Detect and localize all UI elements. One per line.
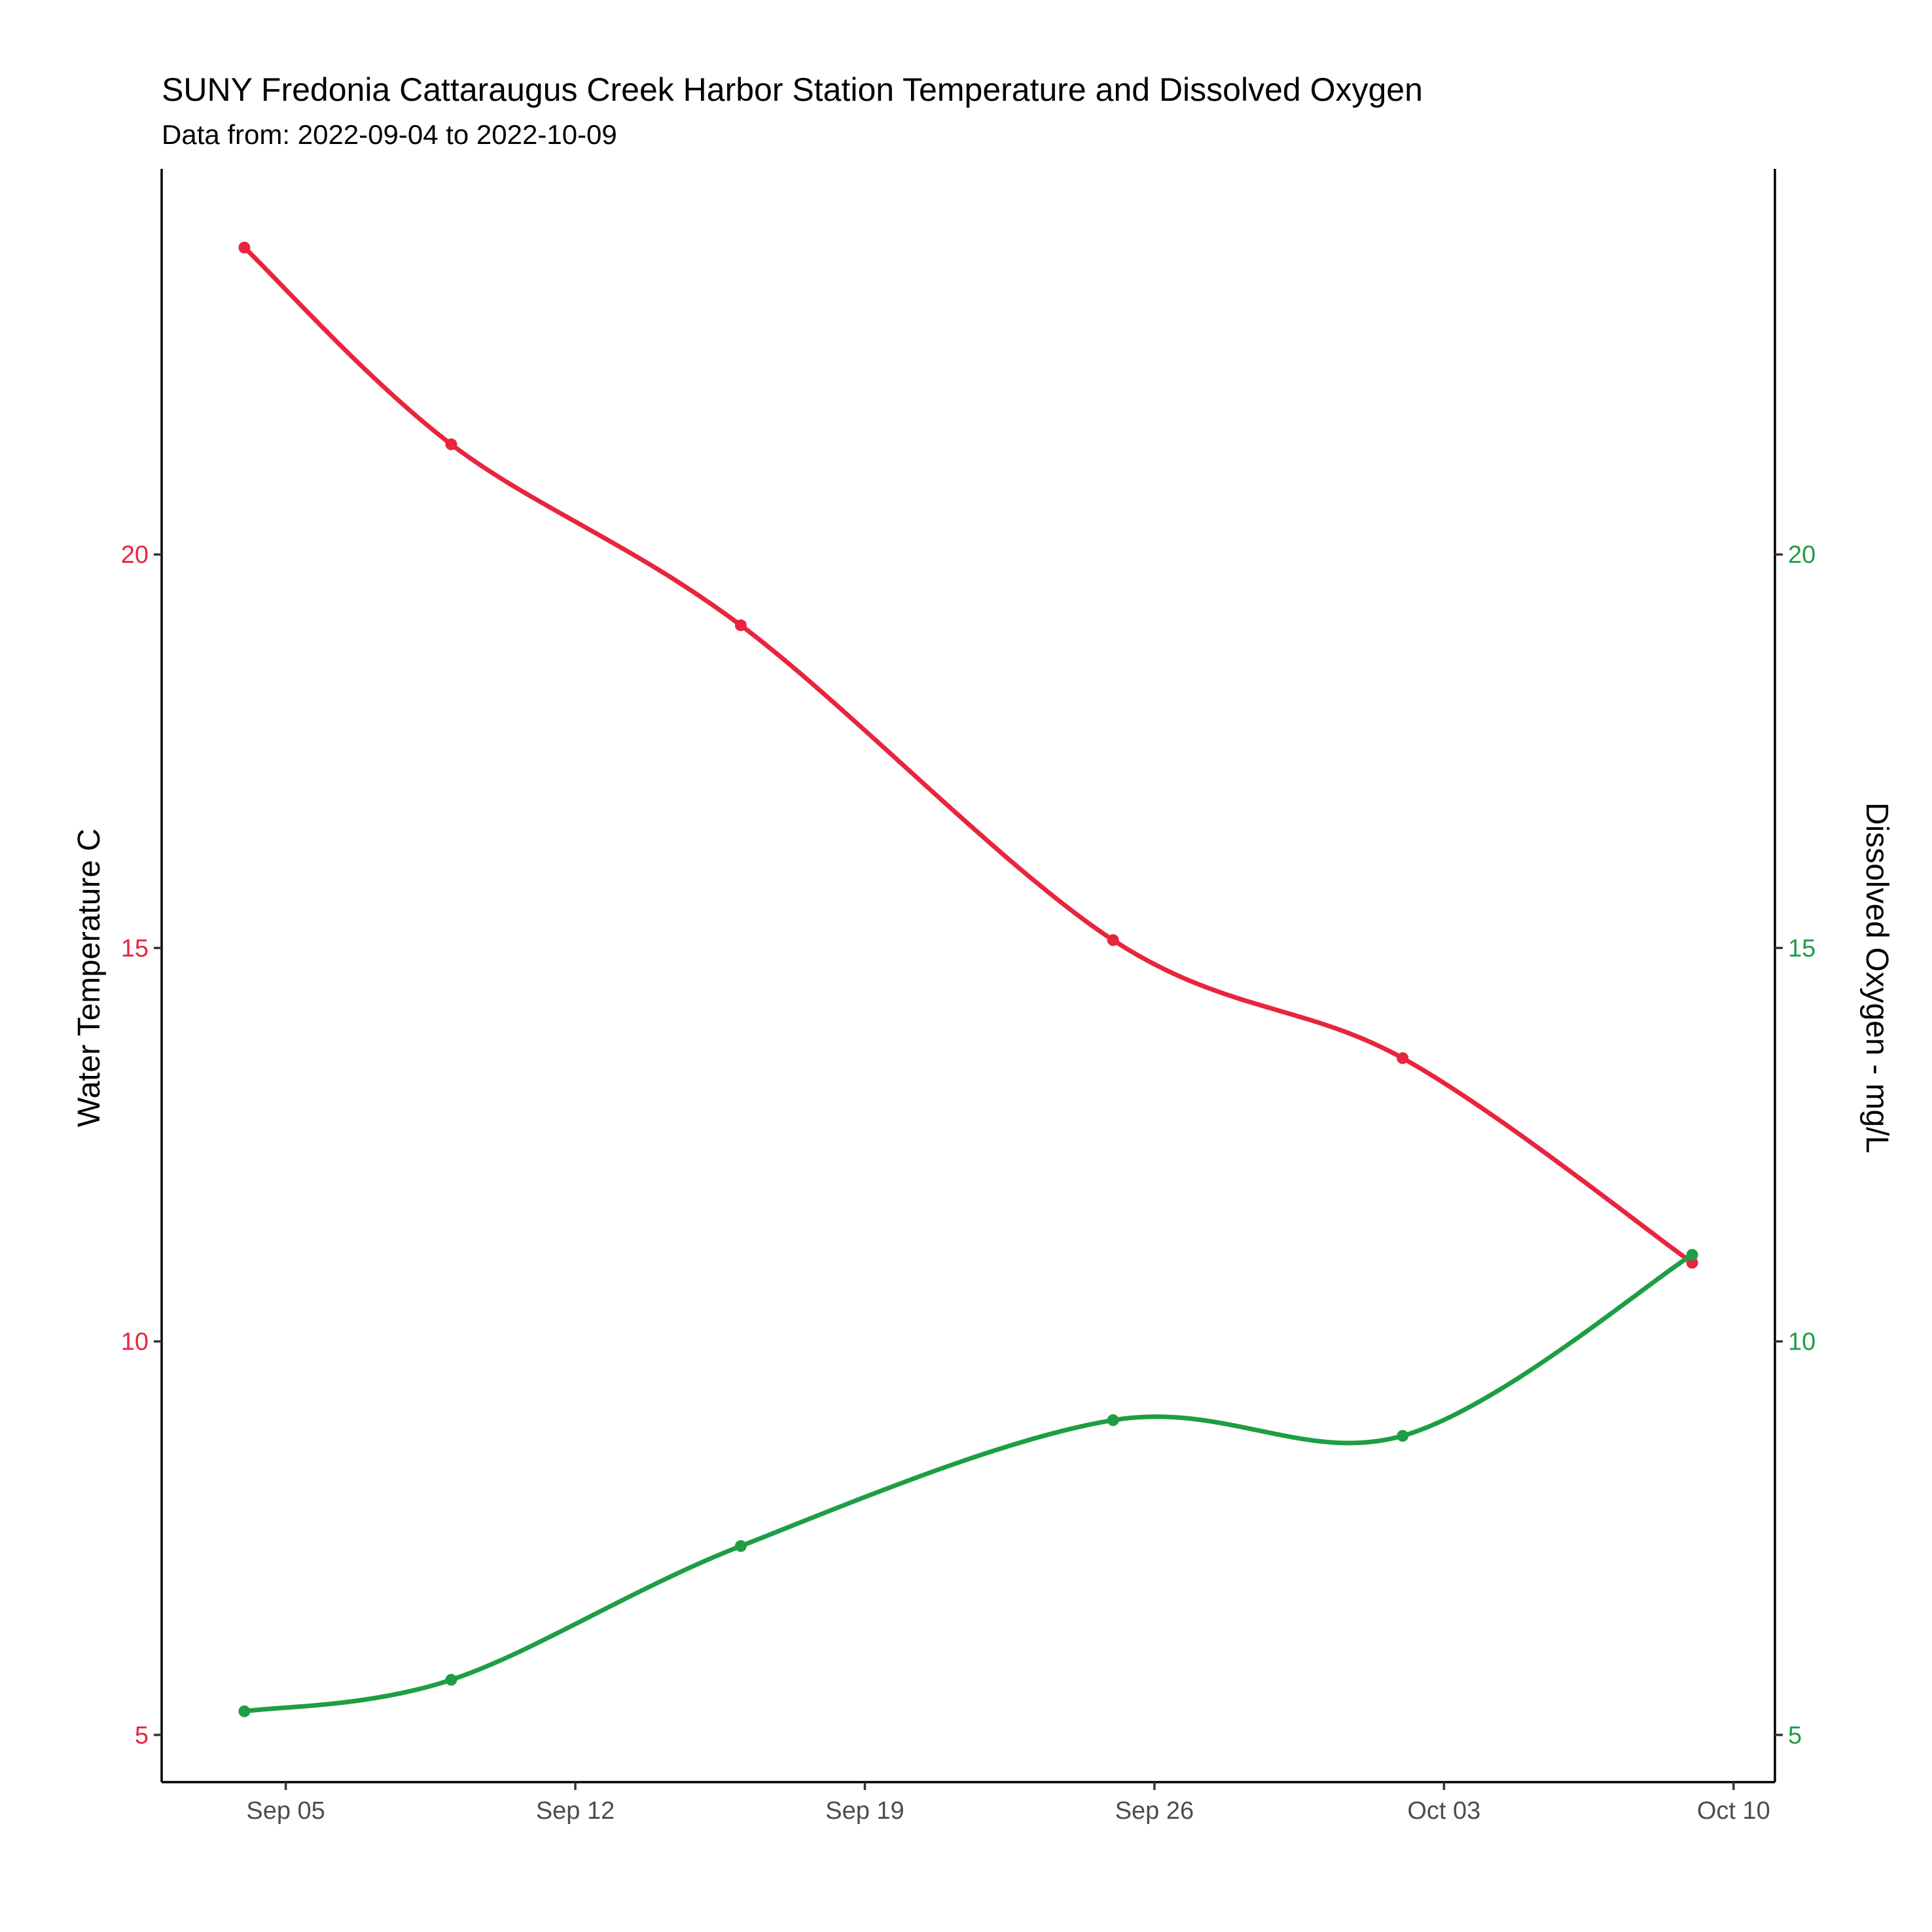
dissolved-oxygen-point bbox=[1686, 1249, 1698, 1261]
chart-subtitle: Data from: 2022-09-04 to 2022-10-09 bbox=[162, 119, 617, 150]
x-tick-label: Sep 12 bbox=[536, 1797, 615, 1825]
left-y-tick-label: 5 bbox=[135, 1722, 149, 1749]
right-y-tick-label: 15 bbox=[1788, 935, 1816, 962]
temperature-line bbox=[241, 245, 1695, 1265]
x-tick-label: Sep 26 bbox=[1115, 1797, 1194, 1825]
x-tick-label: Oct 03 bbox=[1407, 1797, 1480, 1825]
dissolved-oxygen-point bbox=[1397, 1429, 1409, 1442]
temperature-point bbox=[1397, 1052, 1409, 1064]
dissolved-oxygen-point bbox=[445, 1673, 457, 1686]
axes: 5 10 15 20 5 10 15 20 Sep 05 Sep 12 Sep 19 Sep 26 Oc… bbox=[121, 169, 1816, 1825]
chart-title: SUNY Fredonia Cattaraugus Creek Harbor S… bbox=[162, 71, 1423, 108]
right-y-tick-label: 10 bbox=[1788, 1329, 1816, 1356]
right-y-tick-label: 5 bbox=[1788, 1722, 1802, 1749]
dissolved-oxygen-point bbox=[238, 1705, 251, 1717]
right-y-tick-label: 20 bbox=[1788, 541, 1816, 569]
x-tick-label: Sep 05 bbox=[246, 1797, 325, 1825]
dissolved-oxygen-point bbox=[1107, 1414, 1119, 1426]
x-tick-label: Oct 10 bbox=[1697, 1797, 1770, 1825]
right-axis-title: Dissolved Oxygen - mg/L bbox=[1859, 802, 1894, 1153]
left-y-tick-label: 10 bbox=[121, 1329, 149, 1356]
left-y-tick-label: 20 bbox=[121, 541, 149, 569]
dissolved-oxygen-line bbox=[241, 1252, 1695, 1714]
temperature-point bbox=[238, 241, 251, 254]
temperature-point bbox=[1107, 934, 1119, 946]
temperature-point bbox=[445, 438, 457, 450]
x-tick-label: Sep 19 bbox=[825, 1797, 904, 1825]
dissolved-oxygen-point bbox=[734, 1540, 747, 1552]
temperature-point bbox=[734, 619, 747, 632]
left-axis-title: Water Temperature C bbox=[72, 829, 107, 1127]
plot-area bbox=[238, 241, 1698, 1717]
left-y-tick-label: 15 bbox=[121, 935, 149, 962]
